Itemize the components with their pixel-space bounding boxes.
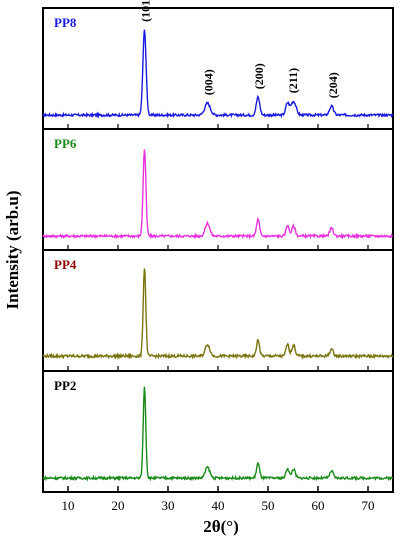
x-tick-label: 70	[362, 498, 375, 513]
peak-label: (004)	[202, 69, 216, 95]
peak-label: (200)	[252, 63, 266, 89]
panel-frame	[42, 7, 394, 130]
x-tick-label: 30	[162, 498, 175, 513]
peak-label: (211)	[286, 68, 300, 93]
panel-label-pp6: PP6	[54, 136, 77, 151]
panel-label-pp8: PP8	[54, 15, 77, 30]
panels-layer: PP8 PP6 PP4 PP2 (101) (004) (200) (211) (204)	[42, 0, 394, 493]
x-tick-label: 50	[262, 498, 275, 513]
panel-label-pp4: PP4	[54, 257, 77, 272]
peak-label: (101)	[139, 0, 153, 22]
x-axis-title: 2θ(°)	[203, 517, 239, 536]
panel-frame	[42, 370, 394, 493]
x-tick-label: 60	[312, 498, 325, 513]
x-tick-label: 10	[62, 498, 75, 513]
x-tick-label: 20	[112, 498, 125, 513]
panel-frame	[42, 249, 394, 372]
panel-label-pp2: PP2	[54, 378, 76, 393]
panel-pp4: PP4	[42, 249, 394, 372]
x-axis: 10 20 30 40 50 60 70	[62, 486, 375, 513]
panel-frame	[42, 128, 394, 251]
series-line-pp4	[42, 268, 394, 361]
panel-pp8: PP8	[42, 7, 394, 130]
panel-pp2: PP2	[42, 370, 394, 493]
peak-label: (204)	[326, 72, 340, 98]
panel-pp6: PP6	[42, 128, 394, 251]
series-line-pp8	[42, 29, 394, 119]
x-tick-label: 40	[212, 498, 225, 513]
y-axis-title: Intensity (arb.u)	[3, 190, 22, 309]
series-line-pp2	[42, 386, 393, 482]
series-line-pp6	[42, 149, 393, 240]
